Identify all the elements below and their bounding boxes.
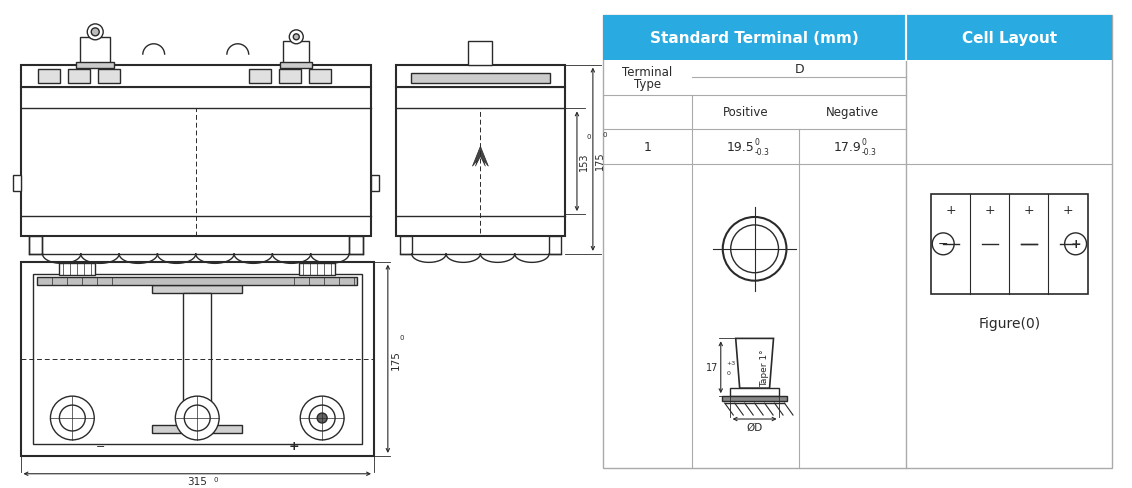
Polygon shape — [472, 147, 488, 167]
Text: Cell Layout: Cell Layout — [962, 31, 1057, 46]
Bar — [283, 41, 309, 65]
Text: 0: 0 — [727, 370, 730, 375]
Text: 17: 17 — [706, 363, 719, 372]
Bar — [730, 388, 780, 396]
Bar — [281, 62, 312, 68]
Text: +: + — [1023, 203, 1035, 216]
Bar — [411, 74, 550, 83]
Circle shape — [309, 405, 335, 431]
Bar — [98, 69, 120, 83]
Bar — [722, 396, 787, 401]
Bar — [37, 277, 357, 285]
Bar — [549, 236, 561, 254]
Bar — [349, 236, 363, 254]
Bar — [20, 65, 371, 87]
Bar — [280, 69, 301, 83]
Circle shape — [293, 35, 299, 41]
Text: +: + — [1063, 203, 1073, 216]
Bar — [38, 69, 60, 83]
Bar — [76, 62, 114, 68]
Text: +: + — [945, 203, 957, 216]
Circle shape — [92, 29, 100, 37]
Bar — [603, 16, 1113, 61]
Text: Type: Type — [634, 78, 661, 90]
Bar — [28, 236, 43, 254]
Circle shape — [290, 31, 303, 45]
Text: 0: 0 — [586, 134, 591, 140]
Text: +: + — [985, 203, 995, 216]
Circle shape — [185, 405, 211, 431]
Text: 0: 0 — [213, 476, 217, 482]
Bar — [396, 87, 565, 236]
Bar — [20, 87, 371, 236]
Text: 175: 175 — [594, 151, 604, 169]
Text: 315: 315 — [187, 476, 207, 486]
Text: +: + — [289, 440, 300, 452]
Text: −: − — [95, 441, 105, 451]
Text: +3: +3 — [727, 360, 736, 365]
Text: Figure(0): Figure(0) — [978, 317, 1040, 331]
Bar — [20, 262, 374, 456]
Text: 0: 0 — [603, 132, 608, 138]
Text: Taper 1°: Taper 1° — [760, 349, 769, 386]
Circle shape — [87, 25, 103, 41]
Bar — [68, 69, 91, 83]
Text: Standard Terminal (mm): Standard Terminal (mm) — [650, 31, 859, 46]
Circle shape — [1064, 233, 1087, 255]
Text: Negative: Negative — [826, 106, 880, 119]
Bar — [469, 41, 492, 65]
Polygon shape — [12, 176, 20, 192]
Bar — [249, 69, 272, 83]
Bar — [33, 274, 362, 444]
Bar — [153, 285, 242, 293]
Text: Terminal: Terminal — [623, 65, 672, 79]
Circle shape — [300, 396, 344, 440]
Circle shape — [731, 225, 779, 273]
Bar — [396, 65, 565, 87]
Text: 19.5: 19.5 — [727, 141, 755, 154]
Bar — [59, 263, 95, 275]
Text: Positive: Positive — [723, 106, 769, 119]
Polygon shape — [736, 339, 773, 388]
Bar — [80, 38, 110, 65]
Text: ØD: ØD — [746, 422, 763, 432]
Text: 17.9: 17.9 — [834, 141, 861, 154]
Circle shape — [317, 413, 327, 423]
Circle shape — [722, 218, 787, 281]
Circle shape — [175, 396, 220, 440]
Text: 1: 1 — [644, 141, 652, 154]
Text: 153: 153 — [578, 153, 589, 171]
Text: 0: 0 — [861, 138, 867, 147]
Bar — [309, 69, 332, 83]
Text: −: − — [938, 238, 949, 251]
Text: 175: 175 — [391, 349, 401, 369]
Text: 0: 0 — [755, 138, 760, 147]
Text: -0.3: -0.3 — [755, 148, 770, 157]
Circle shape — [51, 396, 94, 440]
Text: 0: 0 — [400, 334, 404, 340]
Circle shape — [59, 405, 85, 431]
Text: -0.3: -0.3 — [861, 148, 876, 157]
Circle shape — [933, 233, 954, 255]
Bar — [400, 236, 412, 254]
Text: +: + — [1070, 238, 1081, 251]
Polygon shape — [371, 176, 379, 192]
Bar — [603, 16, 1113, 468]
Bar — [299, 263, 335, 275]
Bar — [183, 293, 212, 425]
Bar — [932, 195, 1088, 294]
Bar — [153, 425, 242, 433]
Text: D: D — [795, 63, 804, 76]
